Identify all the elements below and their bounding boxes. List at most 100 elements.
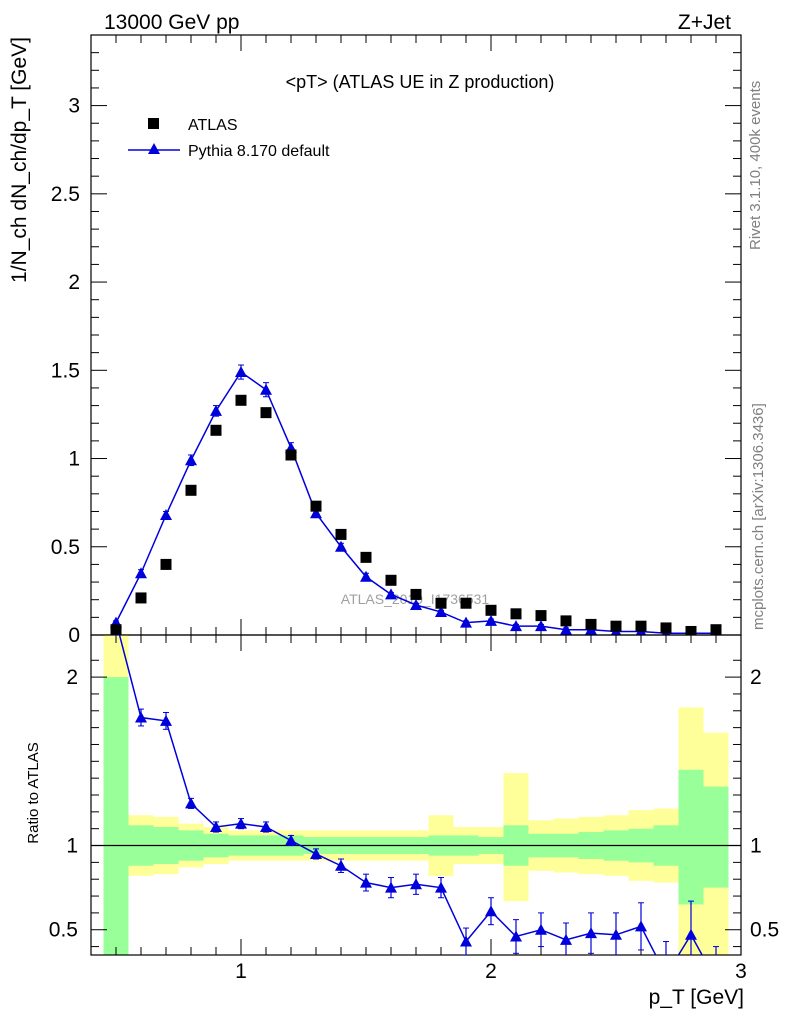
atlas-point-20 (610, 620, 622, 632)
ratio-point-16 (510, 930, 522, 942)
pythia-point-5 (235, 366, 247, 378)
legend-label-atlas: ATLAS (188, 117, 238, 134)
main-ylabel: 1/N_ch dN_ch/dp_T [GeV] (8, 37, 31, 283)
main-ytick-label-6: 3 (68, 95, 80, 118)
main-data (110, 364, 722, 635)
ratio-point-7 (285, 834, 297, 846)
main-panel: 0 0.5 1 1.5 2 2.5 3 (51, 34, 742, 647)
atlas-point-24 (710, 624, 722, 635)
atlas-point-15 (485, 604, 497, 616)
ratio-xtick-label-0: 1 (235, 960, 247, 983)
ratio-xtick-label-1: 2 (485, 960, 497, 983)
ratio-point-15 (485, 905, 497, 917)
atlas-point-9 (335, 528, 347, 540)
atlas-point-1 (135, 592, 147, 604)
pythia-point-8 (310, 507, 322, 519)
atlas-point-12 (410, 588, 422, 600)
main-ytick-label-2: 1 (68, 448, 80, 471)
atlas-point-17 (535, 610, 547, 622)
ratio-point-4 (210, 821, 222, 832)
atlas-point-6 (260, 407, 272, 419)
atlas-point-10 (360, 551, 372, 563)
mcplots-label: mcplots.cern.ch [arXiv:1306.3436] (750, 403, 767, 630)
ratio-point-24 (710, 974, 722, 985)
pythia-point-6 (260, 383, 272, 395)
ratio-point-5 (235, 817, 247, 829)
atlas-point-3 (185, 484, 197, 496)
ratio-point-10 (360, 876, 372, 888)
atlas-point-23 (685, 625, 697, 635)
atlas-point-7 (285, 449, 297, 461)
ratio-ytick-label-right-1: 1 (750, 835, 762, 858)
stat-band-bin-23 (678, 769, 704, 905)
ratio-bands (103, 635, 729, 955)
ratio-xtick-label-2: 3 (735, 960, 747, 983)
main-ytick-label-4: 2 (68, 271, 80, 294)
pythia-point-16 (510, 620, 522, 632)
atlas-point-16 (510, 608, 522, 620)
ratio-ylabel: Ratio to ATLAS (25, 742, 42, 843)
ratio-data (113, 635, 722, 985)
atlas-point-5 (235, 394, 247, 406)
atlas-point-19 (585, 618, 597, 630)
pythia-point-1 (135, 567, 147, 579)
atlas-point-21 (635, 620, 647, 632)
pythia-point-3 (185, 454, 197, 466)
ratio-ytick-label-left-2: 2 (66, 666, 78, 689)
rivet-label: Rivet 3.1.10, 400k events (747, 81, 764, 250)
pythia-point-12 (410, 599, 422, 610)
ratio-xlabel: p_T [GeV] (649, 986, 744, 1009)
atlas-point-14 (460, 597, 472, 609)
main-ytick-label-1: 0.5 (51, 536, 80, 559)
legend-marker-pythia (148, 143, 160, 154)
ratio-point-3 (185, 797, 197, 809)
main-ytick-label-5: 2.5 (51, 183, 80, 206)
ratio-point-11 (385, 881, 397, 893)
ratio-point-1 (135, 711, 147, 723)
stat-band-bin-24 (703, 786, 729, 888)
ratio-line (118, 635, 703, 955)
pythia-point-14 (460, 616, 472, 628)
main-ytick-label-0: 0 (68, 624, 80, 647)
ratio-ytick-label-left-0: 0.5 (49, 919, 78, 942)
ratio-point-17 (535, 923, 547, 935)
ratio-point-23 (685, 928, 697, 940)
ratio-ytick-label-right-0: 0.5 (750, 919, 779, 942)
ratio-point-6 (260, 821, 272, 832)
legend-marker-atlas (148, 118, 159, 129)
ratio-point-19 (585, 927, 597, 939)
pythia-point-9 (335, 540, 347, 552)
pythia-point-10 (360, 570, 372, 582)
atlas-point-13 (435, 597, 447, 609)
pythia-point-18 (560, 623, 572, 635)
atlas-point-0 (110, 624, 122, 635)
ratio-point-22 (660, 969, 672, 980)
stat-band-bin-0 (103, 677, 129, 955)
ratio-point-8 (310, 847, 322, 859)
atlas-point-18 (560, 615, 572, 627)
pythia-point-13 (435, 606, 447, 618)
pythia-point-4 (210, 404, 222, 416)
ratio-ytick-label-right-2: 2 (750, 666, 762, 689)
ratio-point-12 (410, 878, 422, 890)
chart-title: <pT> (ATLAS UE in Z production) (286, 72, 555, 92)
ratio-point-13 (435, 881, 447, 893)
legend: ATLAS Pythia 8.170 default (128, 117, 330, 160)
ratio-point-9 (335, 859, 347, 871)
ratio-point-18 (560, 933, 572, 945)
atlas-point-4 (210, 424, 222, 436)
pythia-point-2 (160, 509, 172, 520)
legend-label-pythia: Pythia 8.170 default (188, 143, 330, 160)
pythia-point-11 (385, 588, 397, 600)
main-ytick-label-3: 1.5 (51, 359, 80, 382)
ratio-panel: 0.5 0.5 1 1 2 2 1 2 3 (49, 634, 779, 985)
ratio-ytick-label-left-1: 1 (66, 835, 78, 858)
ratio-point-2 (160, 714, 172, 726)
ratio-point-14 (460, 935, 472, 947)
ratio-point-20 (610, 928, 622, 940)
atlas-point-8 (310, 500, 322, 512)
header-right: Z+Jet (678, 11, 731, 34)
pythia-point-17 (535, 620, 547, 632)
header-left: 13000 GeV pp (104, 11, 239, 34)
